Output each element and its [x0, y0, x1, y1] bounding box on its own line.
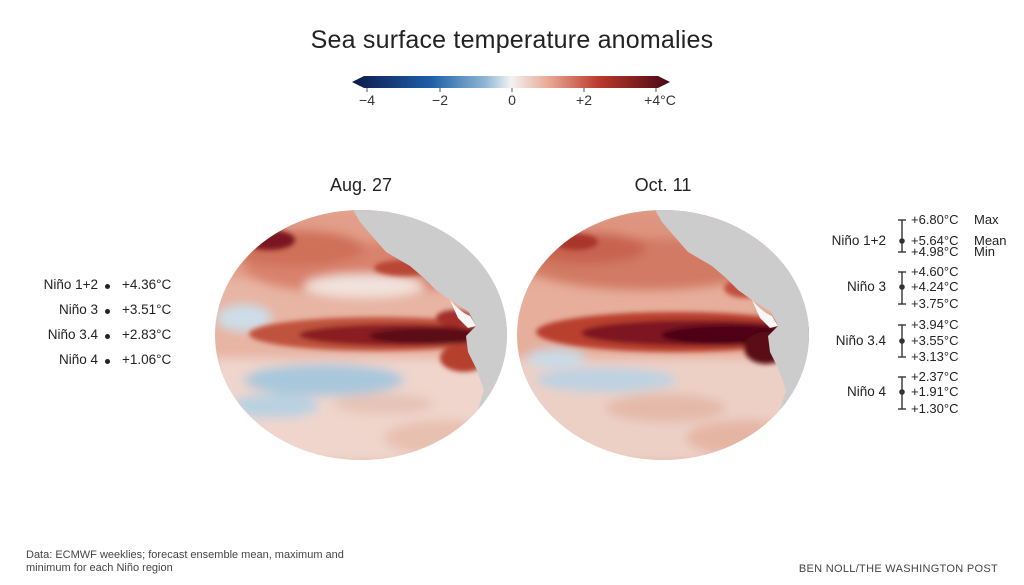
- region-name: Niño 1+2: [43, 277, 98, 292]
- region-name: Niño 3.4: [47, 327, 98, 342]
- whisker-nino34: [898, 324, 906, 358]
- colorbar-tick-label: 0: [508, 92, 516, 108]
- region-value: +1.06°C: [122, 352, 172, 367]
- credit-line: BEN NOLL/THE WASHINGTON POST: [798, 563, 998, 575]
- legend-min-label: Min: [974, 244, 995, 259]
- bullet-dot: [105, 359, 110, 364]
- forecast-mean: +3.55°C: [911, 333, 959, 348]
- observed-row-nino12: Niño 1+2 +4.36°C: [0, 277, 190, 295]
- colorbar-tick-label: −4: [359, 92, 375, 108]
- map-title-left: Aug. 27: [329, 175, 393, 195]
- forecast-region-name: Niño 3: [846, 279, 886, 294]
- colorbar-gradient: [352, 76, 670, 88]
- whisker-nino3: [898, 271, 906, 305]
- forecast-max: +2.37°C: [911, 369, 959, 384]
- bullet-dot: [105, 309, 110, 314]
- legend-mean-label: Mean: [974, 233, 1007, 248]
- bullet-dot: [105, 334, 110, 339]
- legend-max-label: Max: [974, 212, 999, 227]
- forecast-region-name: Niño 4: [846, 384, 886, 399]
- forecast-min: +3.75°C: [911, 296, 959, 311]
- forecast-max: +6.80°C: [911, 212, 959, 227]
- region-value: +2.83°C: [122, 327, 172, 342]
- whisker-nino4: [898, 376, 906, 410]
- forecast-min: +3.13°C: [911, 349, 959, 364]
- whisker-nino12: [898, 219, 906, 253]
- colorbar-tick-label: −2: [432, 92, 448, 108]
- bullet-dot: [105, 284, 110, 289]
- forecast-max: +4.60°C: [911, 264, 959, 279]
- globe-map-right: [517, 210, 809, 460]
- observed-row-nino34: Niño 3.4 +2.83°C: [0, 327, 190, 345]
- forecast-region-name: Niño 3.4: [835, 333, 886, 348]
- forecast-min: +1.30°C: [911, 401, 959, 416]
- forecast-max: +3.94°C: [911, 317, 959, 332]
- globe-map-left: [215, 210, 507, 460]
- region-value: +3.51°C: [122, 302, 172, 317]
- source-note: Data: ECMWF weeklies; forecast ensemble …: [26, 549, 344, 574]
- colorbar: [352, 76, 670, 92]
- observed-row-nino4: Niño 4 +1.06°C: [0, 352, 190, 370]
- region-value: +4.36°C: [122, 277, 172, 292]
- forecast-mean: +1.91°C: [911, 384, 959, 399]
- forecast-min: +4.98°C: [911, 244, 959, 259]
- region-name: Niño 4: [58, 352, 98, 367]
- forecast-mean: +4.24°C: [911, 279, 959, 294]
- forecast-region-name: Niño 1+2: [831, 233, 886, 248]
- observed-row-nino3: Niño 3 +3.51°C: [0, 302, 190, 320]
- chart-title: Sea surface temperature anomalies: [310, 26, 714, 54]
- region-name: Niño 3: [58, 302, 98, 317]
- forecast-mean: +5.64°C: [911, 233, 959, 248]
- colorbar-tick-label: +4°C: [644, 92, 676, 108]
- colorbar-tick-label: +2: [576, 92, 592, 108]
- map-title-right: Oct. 11: [634, 175, 692, 195]
